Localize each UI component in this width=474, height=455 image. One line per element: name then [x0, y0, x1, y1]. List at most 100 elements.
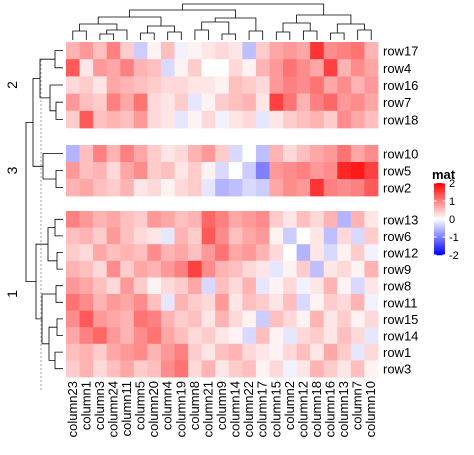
legend-gradient-step [434, 217, 445, 220]
column-label: column24 [106, 381, 121, 437]
dendrogram-branch [336, 23, 365, 33]
heatmap-cells [66, 42, 379, 378]
dendrogram-branch [97, 16, 162, 26]
heatmap-cell [350, 110, 365, 129]
heatmap-cell [106, 227, 121, 245]
heatmap-cell [188, 145, 203, 163]
heatmap-cell [133, 260, 148, 278]
heatmap-cell [106, 327, 121, 345]
heatmap-cell [120, 76, 135, 94]
heatmap-cell [337, 76, 352, 94]
column-label: column8 [187, 381, 202, 430]
dendrogram-branch [275, 31, 291, 40]
heatmap-cell [242, 244, 257, 262]
dendrogram-branch [25, 122, 36, 282]
heatmap-cell [215, 327, 230, 345]
heatmap-cell [147, 145, 162, 163]
heatmap-cell [106, 179, 121, 197]
color-legend: mat 2 1 0 -1 -2 [432, 167, 459, 262]
heatmap-cell [79, 343, 94, 361]
heatmap-cell [310, 211, 325, 228]
heatmap-cell [310, 260, 325, 278]
heatmap-cell [255, 260, 270, 278]
legend-gradient-step [434, 219, 445, 222]
heatmap-cell [310, 162, 325, 180]
heatmap-cell [296, 179, 311, 197]
heatmap-cell [120, 360, 135, 378]
heatmap-cell [120, 93, 135, 112]
heatmap-cell [296, 260, 311, 278]
row-label: row7 [383, 95, 411, 110]
heatmap-cell [160, 360, 175, 378]
heatmap-cell [364, 179, 379, 197]
heatmap-cell [120, 294, 135, 311]
heatmap-cell [79, 360, 94, 378]
legend-gradient-step [434, 186, 445, 189]
legend-gradient-step [434, 193, 445, 196]
legend-gradient-step [434, 210, 445, 213]
column-label: column10 [363, 381, 378, 437]
heatmap-cell [147, 310, 162, 328]
dendrogram-branch [167, 31, 182, 40]
heatmap-cell [188, 260, 203, 278]
heatmap-cell [133, 59, 148, 77]
heatmap-cell [350, 277, 365, 295]
column-label: column21 [200, 381, 215, 437]
heatmap-cell [201, 145, 216, 163]
heatmap-cell [242, 360, 257, 378]
heatmap-cell [133, 211, 148, 228]
heatmap-cell [174, 343, 189, 361]
heatmap-cell [201, 260, 216, 278]
heatmap-cell [323, 211, 338, 228]
heatmap-cell [133, 179, 148, 197]
heatmap-cell [160, 93, 175, 112]
heatmap-cell [188, 179, 203, 197]
heatmap-cell [188, 294, 203, 311]
heatmap-cell [79, 162, 94, 180]
heatmap-cell [201, 211, 216, 228]
heatmap-cell [350, 360, 365, 378]
heatmap-cell [242, 42, 257, 60]
column-label: column3 [92, 381, 107, 430]
heatmap-cell [147, 260, 162, 278]
column-label: column12 [295, 381, 310, 437]
dendrogram-branch [303, 30, 318, 40]
legend-tick-label: 2 [449, 178, 455, 190]
heatmap-cell [79, 110, 94, 129]
heatmap-cell [337, 260, 352, 278]
heatmap-cell [269, 76, 284, 94]
heatmap-cell [147, 294, 162, 311]
heatmap-cell [133, 42, 148, 60]
heatmap-cell [255, 310, 270, 328]
column-label: column7 [350, 381, 365, 430]
heatmap-cell [66, 277, 80, 295]
heatmap-cell [120, 59, 135, 77]
heatmap-cell [323, 310, 338, 328]
legend-colorbar [434, 183, 445, 256]
heatmap-cell [93, 260, 108, 278]
heatmap-cell [160, 260, 175, 278]
heatmap-cell [133, 343, 148, 361]
legend-gradient-step [434, 246, 445, 249]
legend-ticks: 2 1 0 -1 -2 [434, 178, 459, 262]
heatmap-cell [337, 310, 352, 328]
heatmap-cell [296, 76, 311, 94]
heatmap-cell [269, 244, 284, 262]
column-labels: column23column1column3column24column11co… [65, 381, 378, 437]
heatmap-cell [350, 211, 365, 228]
heatmap-cell [147, 277, 162, 295]
heatmap-cell [364, 76, 379, 94]
heatmap-cell [66, 145, 80, 163]
heatmap-cell [93, 93, 108, 112]
dendrogram-branch [56, 318, 63, 336]
heatmap-cell [160, 145, 175, 163]
legend-gradient-step [434, 251, 445, 254]
heatmap-cell [228, 179, 243, 197]
heatmap-cell [201, 277, 216, 295]
legend-tick-label: -2 [449, 250, 459, 262]
heatmap-cell [337, 145, 352, 163]
legend-gradient-step [434, 211, 445, 214]
column-label: column15 [268, 381, 283, 437]
heatmap-cell [106, 93, 121, 112]
heatmap-cell [269, 162, 284, 180]
